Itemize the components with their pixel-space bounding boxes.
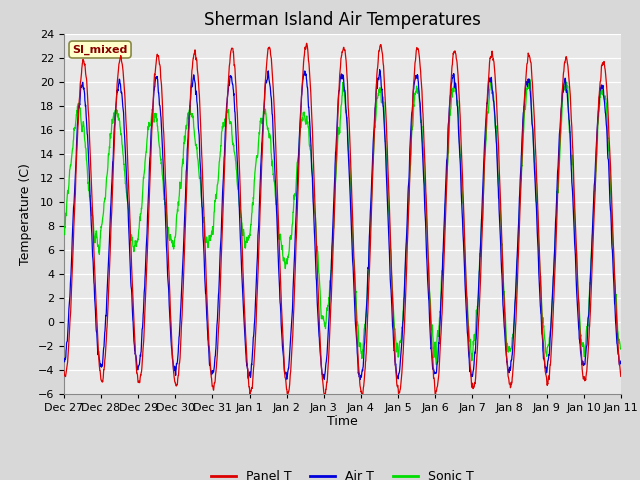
Text: SI_mixed: SI_mixed	[72, 44, 128, 55]
Y-axis label: Temperature (C): Temperature (C)	[19, 163, 32, 264]
Legend: Panel T, Air T, Sonic T: Panel T, Air T, Sonic T	[206, 465, 479, 480]
Title: Sherman Island Air Temperatures: Sherman Island Air Temperatures	[204, 11, 481, 29]
X-axis label: Time: Time	[327, 415, 358, 429]
